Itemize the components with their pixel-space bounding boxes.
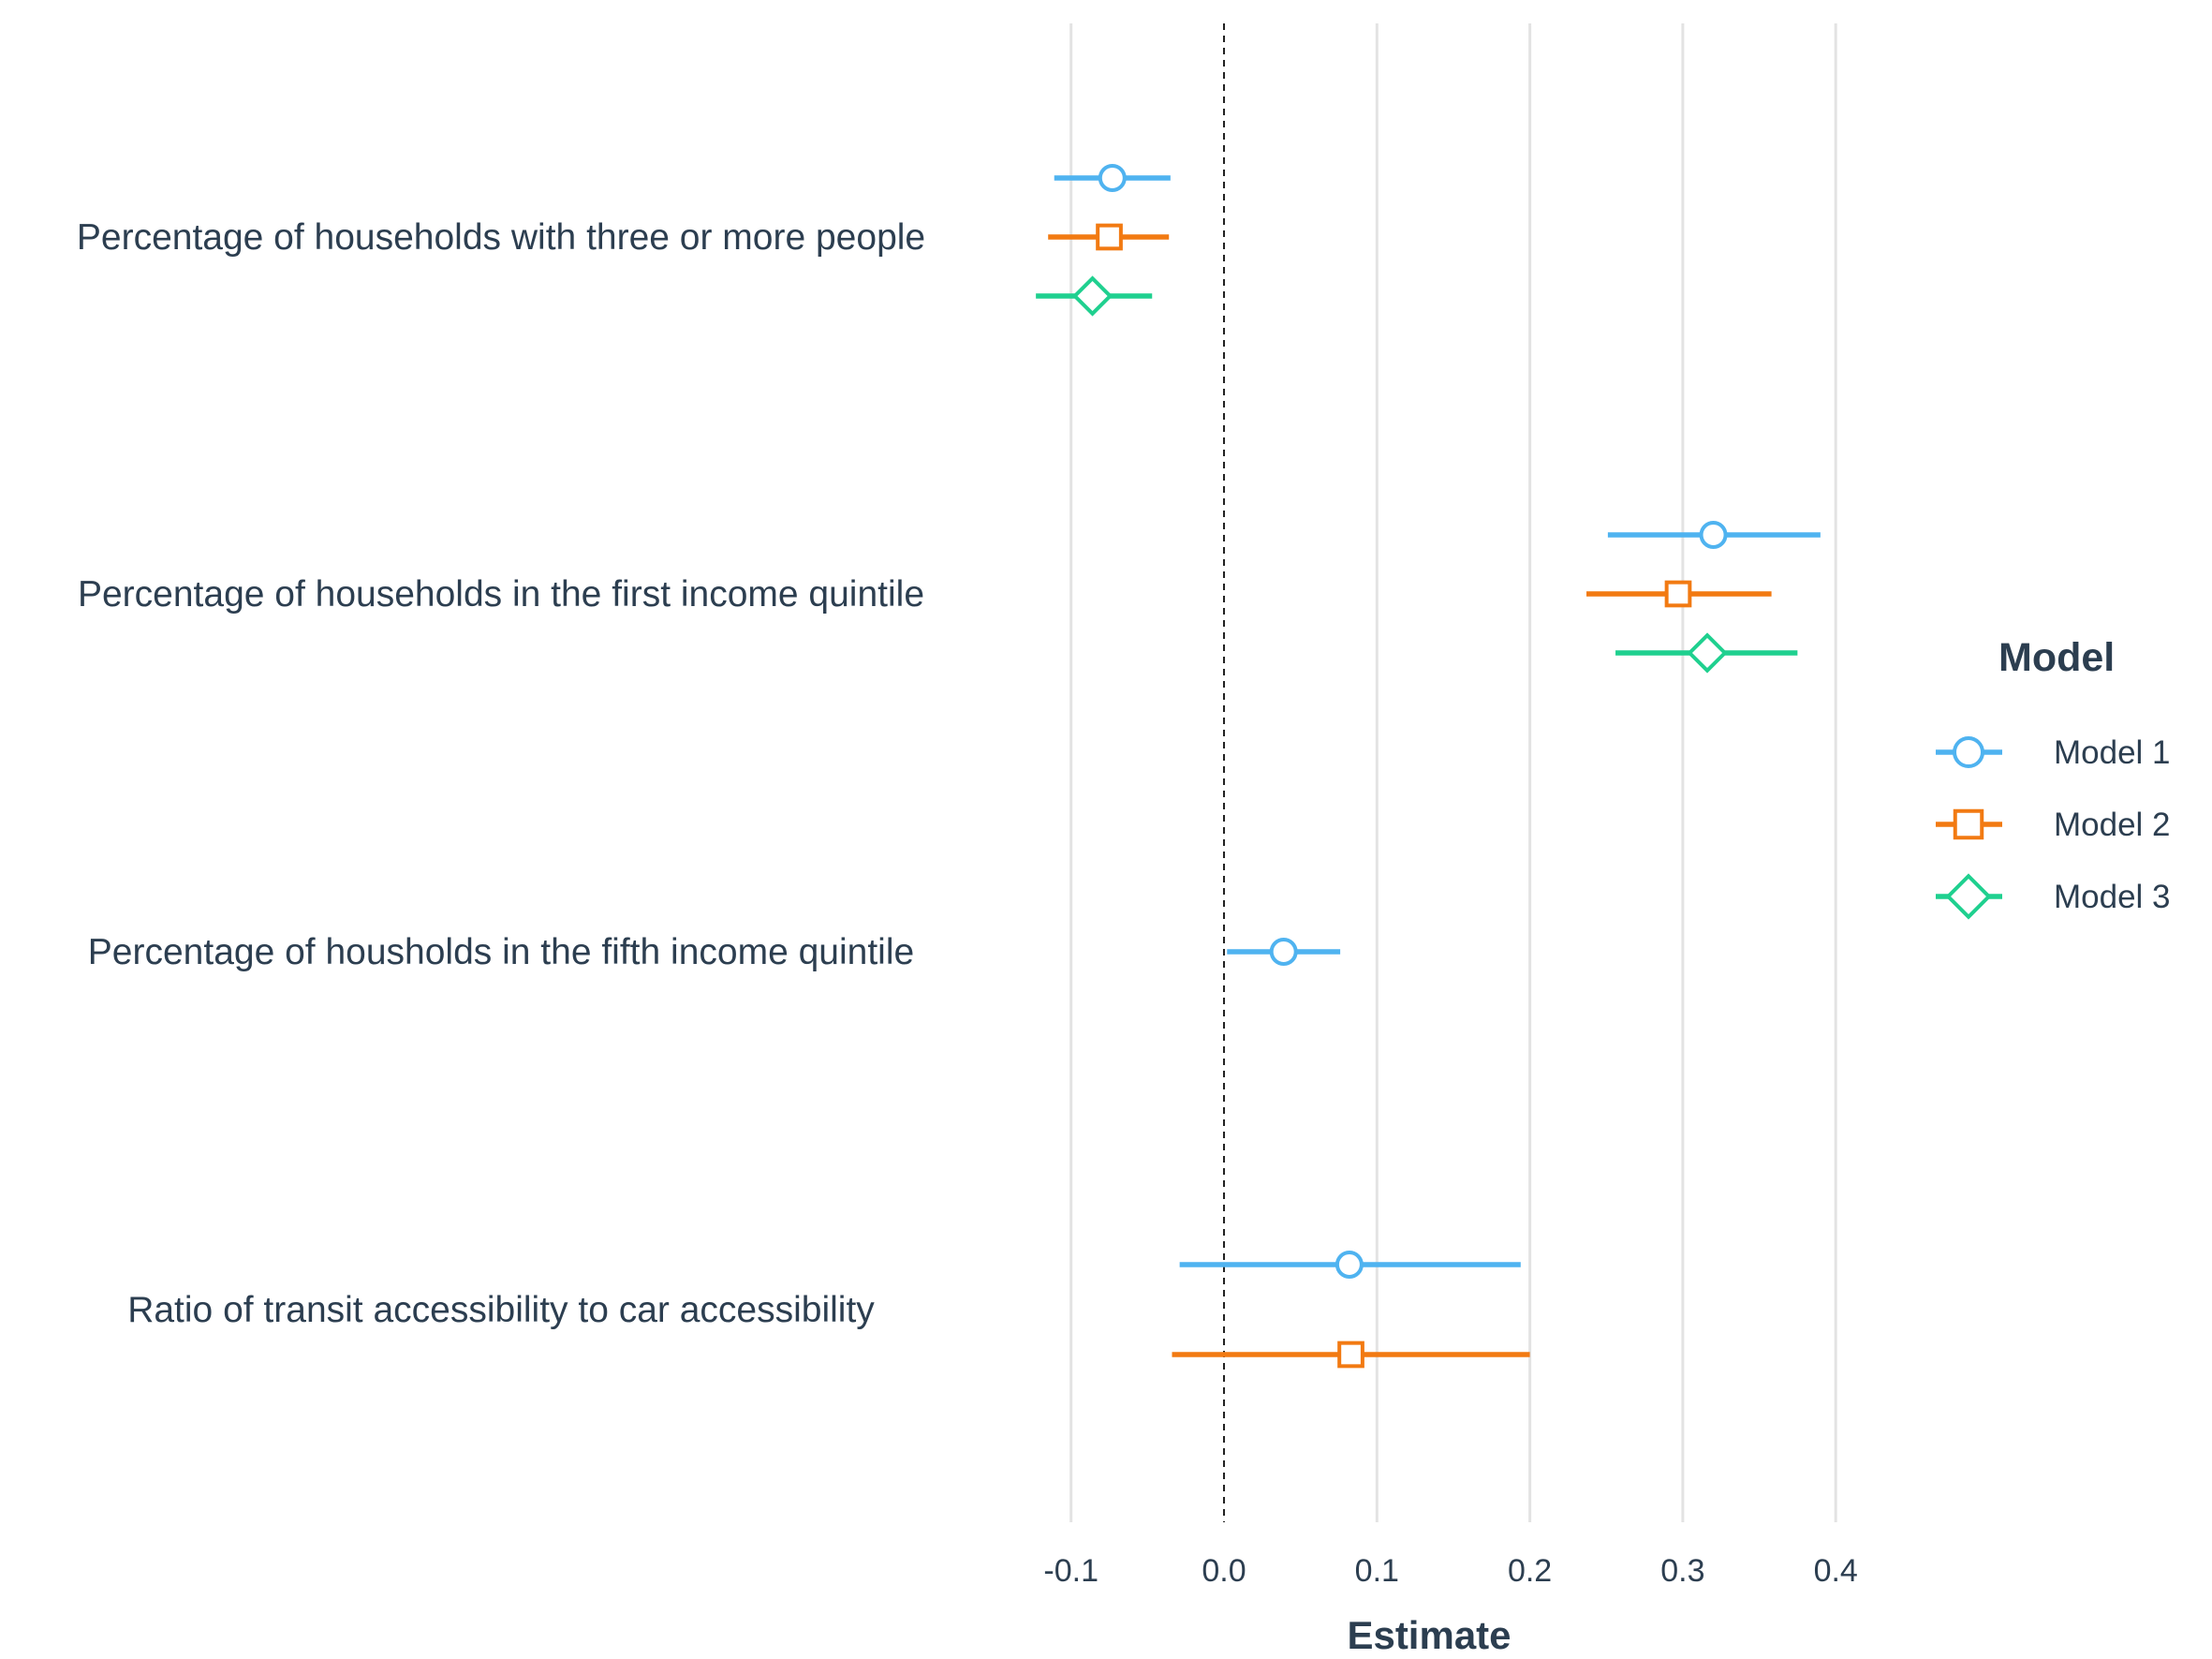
point-marker bbox=[1096, 223, 1123, 251]
x-axis-title: Estimate bbox=[1347, 1613, 1511, 1657]
point-marker bbox=[1269, 938, 1298, 966]
point-marker bbox=[1953, 808, 1984, 840]
legend: Model Model 1 Model 2 Model 3 bbox=[1936, 635, 2171, 920]
point-marker bbox=[1098, 164, 1127, 192]
point-marker bbox=[1664, 580, 1692, 608]
point-marker bbox=[1687, 632, 1728, 674]
series-marks bbox=[1036, 164, 1821, 1369]
x-axis-ticks: -0.1 0.0 0.1 0.2 0.3 0.4 bbox=[1043, 1553, 1857, 1589]
series-model-3 bbox=[1036, 275, 1798, 674]
legend-label: Model 1 bbox=[2054, 734, 2171, 771]
category-label: Ratio of transit accessibility to car ac… bbox=[127, 1290, 875, 1330]
category-label: Percentage of households with three or m… bbox=[77, 217, 925, 258]
grid-lines bbox=[1069, 23, 1837, 1522]
legend-title: Model bbox=[1998, 635, 2115, 680]
x-tick-label: 0.4 bbox=[1814, 1553, 1858, 1589]
x-tick-label: 0.1 bbox=[1355, 1553, 1399, 1589]
legend-item: Model 1 bbox=[1936, 734, 2171, 771]
category-label: Percentage of housholds in the fifth inc… bbox=[88, 932, 914, 972]
point-marker bbox=[1337, 1341, 1364, 1369]
point-marker bbox=[1945, 873, 1992, 920]
y-axis-categories: Percentage of households with three or m… bbox=[77, 217, 925, 1330]
x-tick-label: 0.0 bbox=[1202, 1553, 1246, 1589]
point-marker bbox=[1953, 736, 1984, 768]
point-marker bbox=[1699, 521, 1728, 549]
x-tick-label: 0.3 bbox=[1660, 1553, 1704, 1589]
x-tick-label: -0.1 bbox=[1043, 1553, 1099, 1589]
x-tick-label: 0.2 bbox=[1508, 1553, 1552, 1589]
point-marker bbox=[1335, 1251, 1364, 1279]
legend-label: Model 2 bbox=[2054, 807, 2171, 843]
series-model-1 bbox=[1054, 164, 1821, 1279]
series-model-2 bbox=[1048, 223, 1772, 1369]
legend-label: Model 3 bbox=[2054, 879, 2171, 915]
category-label: Percentage of households in the first in… bbox=[78, 574, 924, 615]
legend-item: Model 2 bbox=[1936, 807, 2171, 843]
point-marker bbox=[1071, 275, 1113, 317]
legend-item: Model 3 bbox=[1936, 873, 2171, 920]
